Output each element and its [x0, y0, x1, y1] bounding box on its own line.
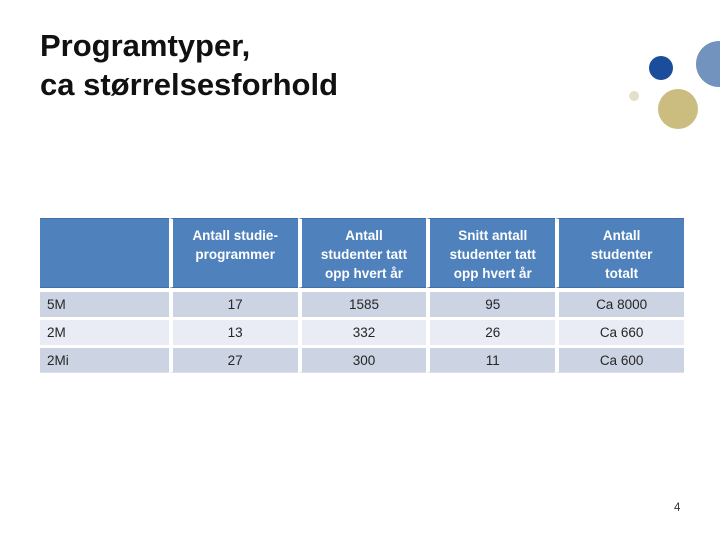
row-label: 5M: [40, 288, 169, 317]
table-row: 2Mi 27 300 11 Ca 600: [40, 345, 684, 373]
data-cell: 11: [426, 345, 556, 373]
data-cell: 26: [426, 317, 556, 345]
header-cell-snitt-antall: Snitt antall studenter tatt opp hvert år: [426, 218, 556, 288]
header-cell-studenter-totalt: Antall studenter totalt: [555, 218, 684, 288]
data-cell: 332: [297, 317, 427, 345]
large-blue-circle: [696, 41, 720, 87]
data-cell: Ca 600: [555, 345, 684, 373]
data-cell: Ca 660: [555, 317, 684, 345]
header-cell-studieprogrammer: Antall studie- programmer: [168, 218, 298, 288]
table-row: 5M 17 1585 95 Ca 8000: [40, 288, 684, 317]
header-cell-blank: [40, 218, 169, 288]
row-label: 2Mi: [40, 345, 169, 373]
data-cell: Ca 8000: [555, 288, 684, 317]
table-row: 2M 13 332 26 Ca 660: [40, 317, 684, 345]
data-cell: 13: [168, 317, 298, 345]
page-title: Programtyper, ca størrelsesforhold: [40, 28, 339, 102]
program-types-table: Antall studie- programmer Antall student…: [40, 218, 684, 373]
data-cell: 1585: [297, 288, 427, 317]
page-number: 4: [674, 502, 681, 514]
row-label: 2M: [40, 317, 169, 345]
table-header-row: Antall studie- programmer Antall student…: [40, 218, 684, 288]
data-cell: 27: [168, 345, 298, 373]
header-cell-studenter-tatt-opp: Antall studenter tatt opp hvert år: [297, 218, 427, 288]
data-cell: 17: [168, 288, 298, 317]
dark-blue-circle: [649, 56, 673, 80]
tan-circle: [658, 89, 698, 129]
data-cell: 300: [297, 345, 427, 373]
data-cell: 95: [426, 288, 556, 317]
small-beige-circle: [629, 91, 639, 101]
